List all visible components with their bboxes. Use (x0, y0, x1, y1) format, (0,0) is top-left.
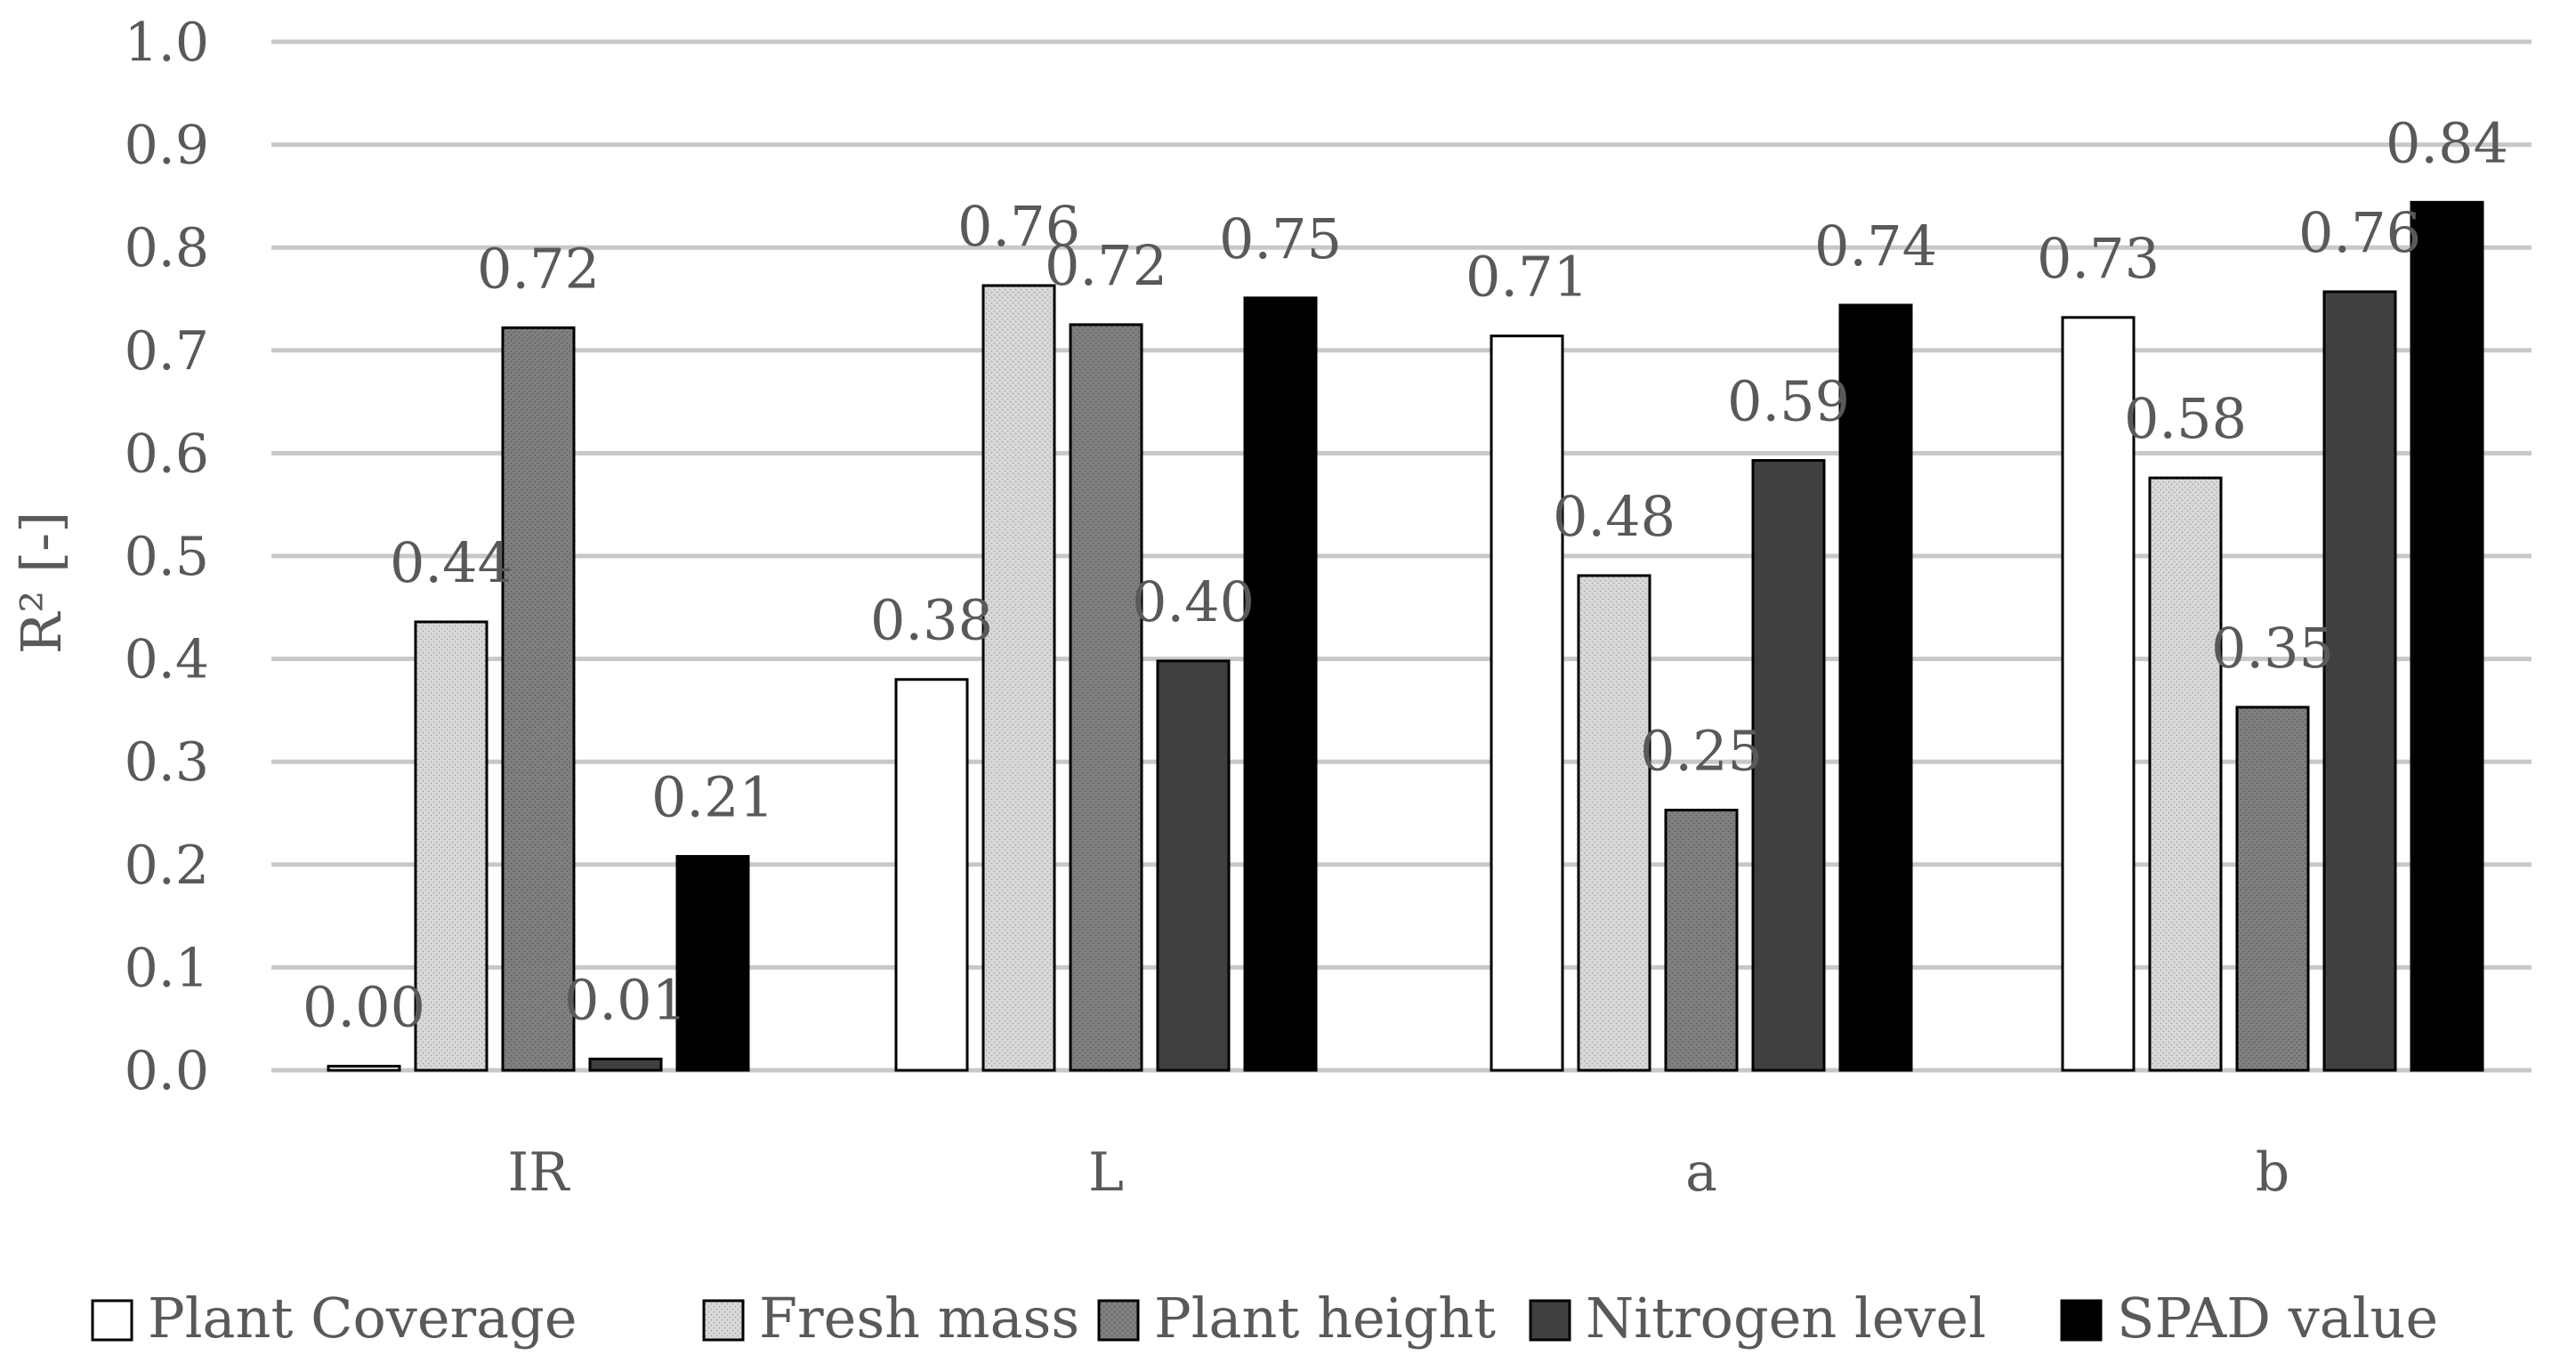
y-tick-label: 0.3 (125, 731, 209, 794)
y-axis-ticks: 0.0 0.1 0.2 0.3 0.4 0.5 0.6 0.7 0.8 0.9 1.0 (125, 12, 209, 1102)
bar-fresh-mass-a (1577, 574, 1651, 1072)
legend-swatch (1097, 1299, 1140, 1342)
bar-plant-coverage-l (894, 678, 969, 1072)
bar-nitrogen-level-l (1156, 659, 1231, 1072)
data-label: 0.21 (651, 765, 774, 830)
data-label: 0.48 (1553, 484, 1676, 549)
data-label: 0.00 (303, 974, 425, 1039)
legend-swatch (702, 1299, 745, 1342)
data-label: 0.38 (870, 588, 993, 653)
data-label: 0.73 (2037, 226, 2160, 291)
y-axis-label: R² [-] (9, 512, 74, 655)
y-tick-label: 0.2 (125, 835, 209, 897)
bar-spad-value-b (2410, 200, 2484, 1072)
bar-spad-value-a (1838, 303, 1913, 1072)
data-label: 0.35 (2211, 616, 2334, 681)
data-label: 0.76 (957, 194, 1080, 259)
legend-swatch (2060, 1299, 2103, 1342)
y-tick-label: 0.6 (125, 423, 209, 485)
y-tick-label: 0.5 (125, 526, 209, 588)
legend-label: Nitrogen level (1586, 1286, 1986, 1351)
bar-plant-coverage-a (1490, 335, 1564, 1072)
data-label: 0.58 (2124, 386, 2247, 451)
data-label: 0.72 (1045, 233, 1167, 298)
y-tick-label: 0.8 (125, 217, 209, 279)
legend-swatch (91, 1299, 133, 1342)
bar-fresh-mass-l (981, 284, 1056, 1072)
y-tick-label: 1.0 (125, 12, 209, 74)
y-tick-label: 0.4 (125, 629, 209, 691)
category-label: IR (508, 1141, 571, 1204)
bar-plant-height-b (2235, 706, 2310, 1072)
data-label: 0.59 (1727, 368, 1850, 433)
bar-nitrogen-level-a (1751, 458, 1826, 1072)
data-label: 0.84 (2386, 110, 2508, 175)
legend-swatch (1529, 1299, 1571, 1342)
data-label: 0.44 (390, 530, 513, 595)
y-tick-label: 0.9 (125, 115, 209, 177)
y-tick-label: 0.7 (125, 320, 209, 383)
data-label: 0.71 (1466, 245, 1588, 310)
bar-plant-coverage-ir (327, 1064, 401, 1072)
data-label: 0.74 (1814, 214, 1937, 278)
bar-nitrogen-level-ir (588, 1057, 663, 1072)
bar-plant-height-ir (501, 326, 576, 1072)
data-label: 0.75 (1219, 206, 1342, 271)
bar-spad-value-l (1243, 296, 1318, 1072)
category-label: L (1088, 1141, 1124, 1204)
bar-plant-coverage-b (2061, 316, 2136, 1072)
bar-plant-height-l (1069, 323, 1143, 1072)
data-label: 0.76 (2298, 200, 2421, 265)
bar-fresh-mass-ir (414, 620, 489, 1072)
bar-spad-value-ir (675, 855, 750, 1072)
legend-label: Plant height (1154, 1286, 1496, 1351)
data-labels: 0.000.440.720.010.210.380.760.720.400.75… (303, 110, 2508, 1039)
legend-label: Fresh mass (759, 1286, 1079, 1351)
data-label: 0.25 (1640, 719, 1763, 784)
y-tick-label: 0.1 (125, 937, 209, 999)
legend-label: SPAD value (2117, 1286, 2438, 1351)
bar-plant-height-a (1664, 809, 1739, 1072)
data-label: 0.40 (1132, 569, 1255, 634)
bars (327, 200, 2484, 1072)
bar-fresh-mass-b (2148, 476, 2223, 1072)
legend-label: Plant Coverage (148, 1286, 577, 1351)
category-label: a (1685, 1141, 1717, 1204)
y-tick-label: 0.0 (125, 1040, 209, 1102)
bar-nitrogen-level-b (2322, 290, 2397, 1072)
gridlines (271, 39, 2532, 1073)
data-label: 0.72 (477, 236, 600, 301)
category-label: b (2256, 1141, 2289, 1204)
legend: Plant Coverage Fresh mass Plant height Nitr… (91, 1286, 2438, 1351)
data-label: 0.01 (564, 967, 687, 1032)
